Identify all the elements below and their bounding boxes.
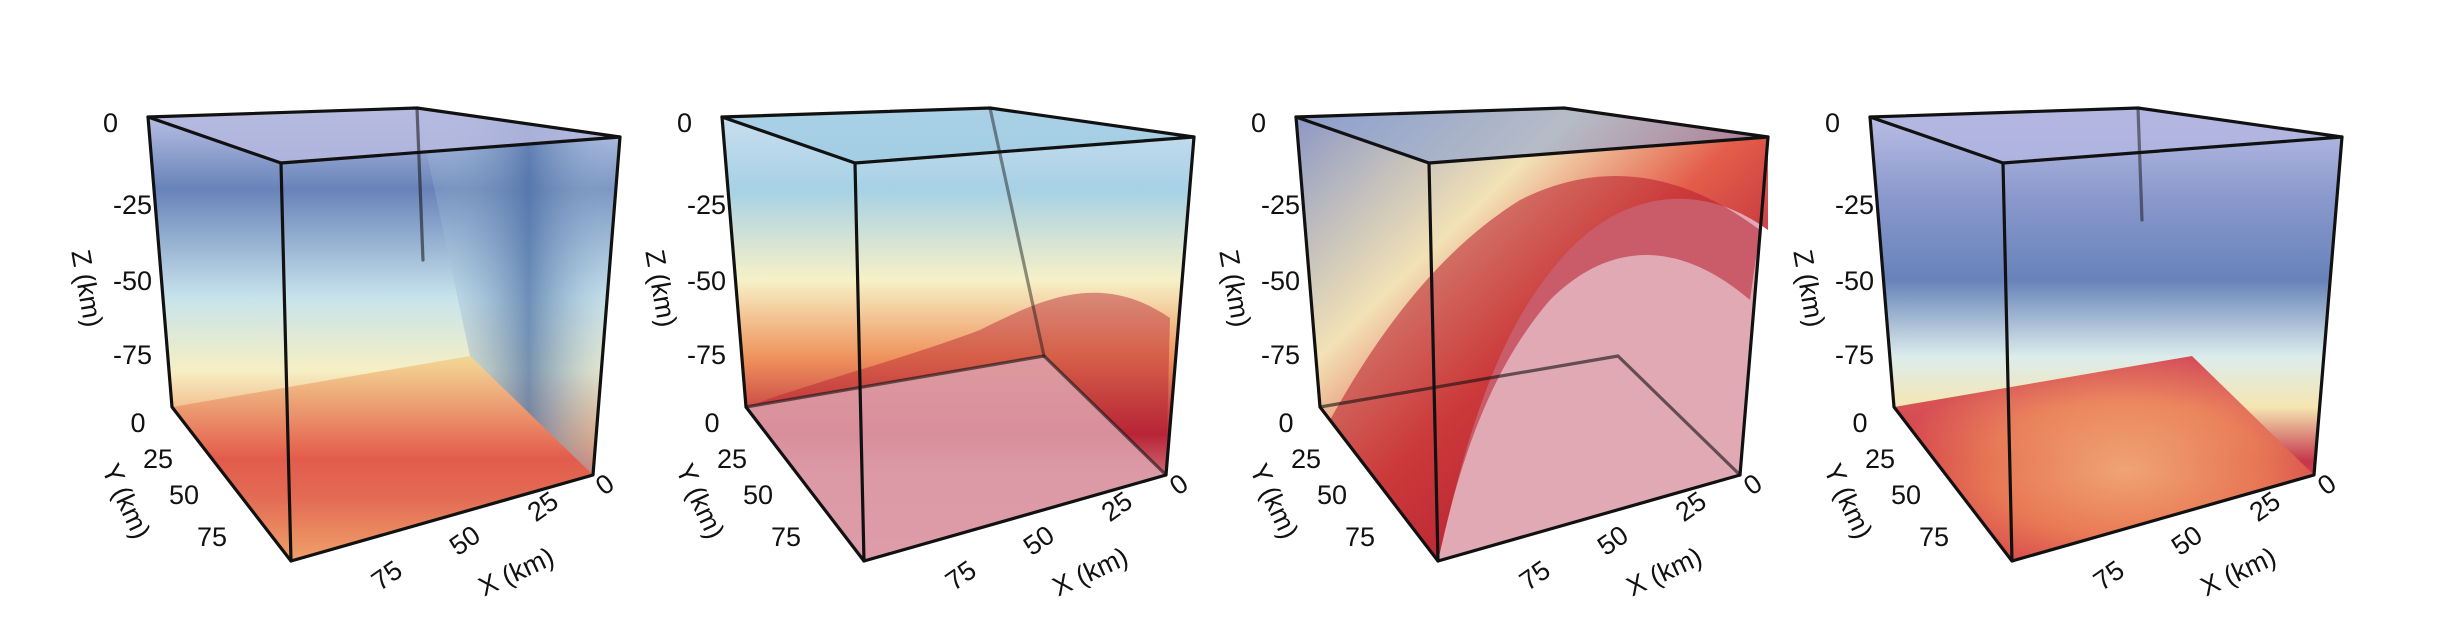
z-axis-label: Z (km) [65, 247, 108, 329]
y-tick: 75 [1345, 522, 1375, 552]
box-edges-3 [1294, 106, 1770, 563]
z-tick: 0 [677, 108, 692, 138]
z-tick: 0 [1251, 108, 1266, 138]
x-tick: 0 [590, 468, 620, 501]
box-edges-1 [146, 106, 622, 563]
z-tick: -75 [113, 340, 152, 370]
z-tick: -25 [113, 190, 152, 220]
z-axis-2: 0 -25 -50 -75 Z (km) [639, 108, 726, 370]
volume-render-2 [722, 108, 1194, 561]
x-tick: 75 [366, 555, 408, 597]
volume-render-4 [1870, 108, 2342, 561]
z-tick: -50 [1835, 266, 1874, 296]
x-tick: 0 [1738, 468, 1768, 501]
z-tick: -75 [1261, 340, 1300, 370]
z-tick: -25 [1261, 190, 1300, 220]
x-tick: 0 [2312, 468, 2342, 501]
z-tick: -50 [687, 266, 726, 296]
x-axis-label: X (km) [474, 541, 559, 602]
z-axis-1: 0 -25 -50 -75 Z (km) [65, 108, 152, 370]
z-axis-label: Z (km) [1787, 247, 1830, 329]
y-tick: 50 [743, 480, 773, 510]
x-tick: 75 [1514, 555, 1556, 597]
z-tick: -25 [687, 190, 726, 220]
x-tick: 50 [2166, 520, 2208, 562]
x-tick: 0 [1164, 468, 1194, 501]
x-tick: 75 [940, 555, 982, 597]
z-tick: 0 [1825, 108, 1840, 138]
y-tick: 50 [1891, 480, 1921, 510]
y-tick: 50 [169, 480, 199, 510]
z-tick: -50 [113, 266, 152, 296]
z-tick: -50 [1261, 266, 1300, 296]
y-tick: 50 [1317, 480, 1347, 510]
x-tick: 50 [1592, 520, 1634, 562]
z-tick: -75 [1835, 340, 1874, 370]
y-tick: 75 [771, 522, 801, 552]
z-tick: -25 [1835, 190, 1874, 220]
panel-2: 0 -25 -50 -75 Z (km) 0 25 50 75 Y (km) 7… [639, 106, 1196, 602]
z-axis-3: 0 -25 -50 -75 Z (km) [1213, 108, 1300, 370]
y-tick: 0 [130, 408, 145, 438]
x-tick: 50 [444, 520, 486, 562]
box-edges-2 [720, 106, 1196, 563]
y-tick: 25 [1291, 444, 1321, 474]
y-tick: 0 [1278, 408, 1293, 438]
z-axis-4: 0 -25 -50 -75 Z (km) [1787, 108, 1874, 370]
volume-render-3 [1296, 108, 1768, 561]
panel-1: 0 -25 -50 -75 Z (km) 0 25 50 75 Y (km) 7… [65, 106, 622, 602]
x-tick: 75 [2088, 555, 2130, 597]
x-axis-label: X (km) [1048, 541, 1133, 602]
y-tick: 75 [1919, 522, 1949, 552]
y-tick: 0 [1852, 408, 1867, 438]
x-axis-label: X (km) [2196, 541, 2281, 602]
box-edges-4 [1868, 106, 2344, 563]
z-tick: -75 [687, 340, 726, 370]
y-tick: 75 [197, 522, 227, 552]
panel-3: 0 -25 -50 -75 Z (km) 0 25 50 75 Y (km) 7… [1213, 106, 1770, 602]
z-axis-label: Z (km) [639, 247, 682, 329]
x-axis-label: X (km) [1622, 541, 1707, 602]
panel-4: 0 -25 -50 -75 Z (km) 0 25 50 75 Y (km) 7… [1787, 106, 2344, 602]
y-tick: 0 [704, 408, 719, 438]
z-tick: 0 [103, 108, 118, 138]
z-axis-label: Z (km) [1213, 247, 1256, 329]
y-axis-4: 0 25 50 75 Y (km) [1818, 408, 1949, 552]
y-tick: 25 [717, 444, 747, 474]
y-tick: 25 [1865, 444, 1895, 474]
y-tick: 25 [143, 444, 173, 474]
x-tick: 50 [1018, 520, 1060, 562]
